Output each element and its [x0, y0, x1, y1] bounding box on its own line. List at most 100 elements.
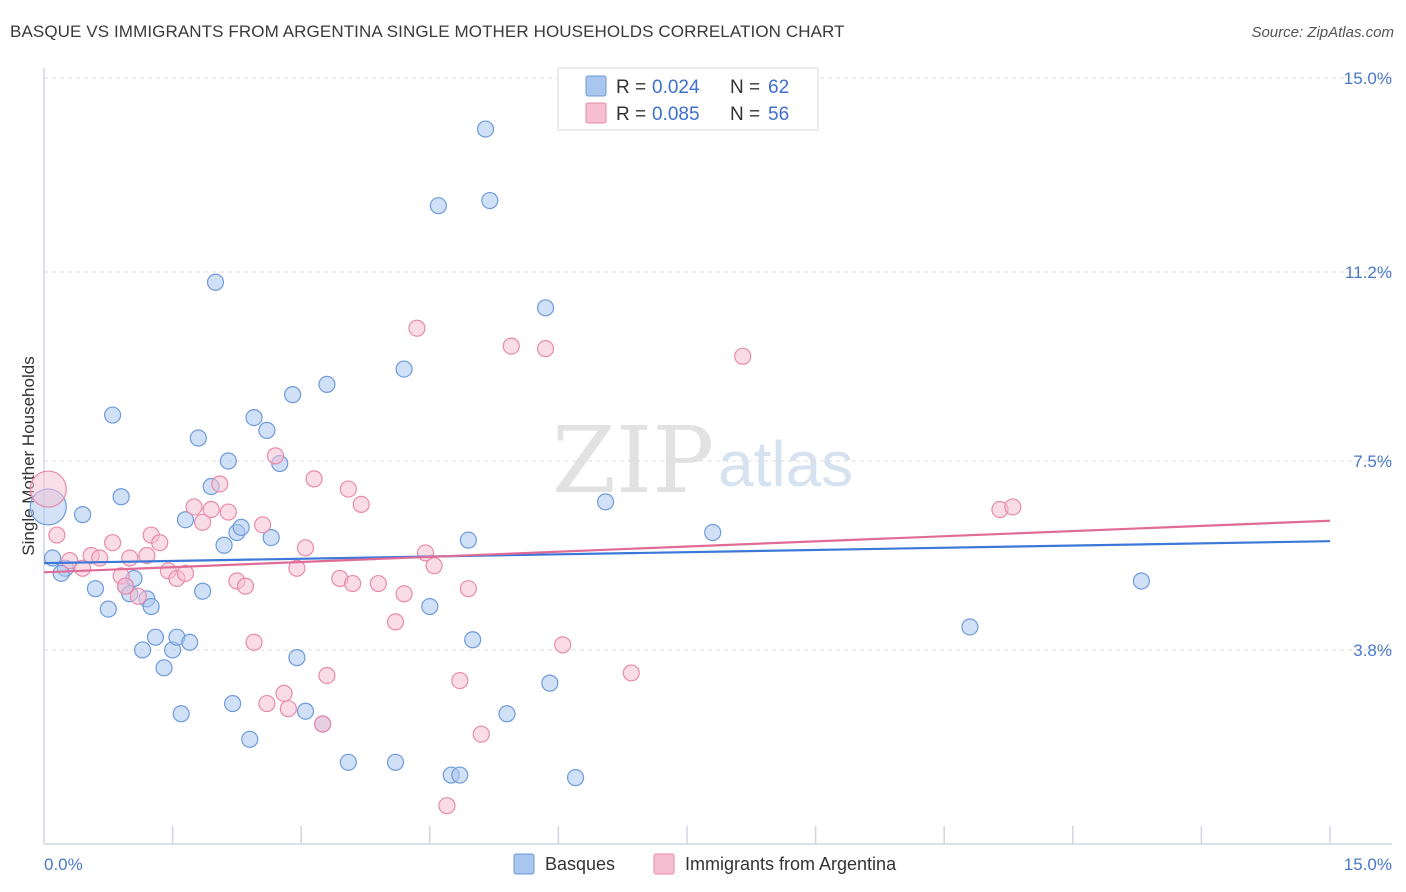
argentina-point: [502, 337, 520, 355]
basques-point: [181, 633, 199, 651]
argentina-point: [194, 513, 212, 531]
basques-point: [596, 493, 615, 511]
argentina-point: [305, 470, 323, 488]
basques-point: [258, 421, 276, 439]
basques-point: [318, 375, 336, 393]
argentina-point: [408, 319, 426, 337]
legend-swatch-basques: [585, 75, 607, 97]
basques-point: [224, 694, 242, 713]
y-tick-label-2: 11.2%: [1345, 263, 1392, 282]
series-argentina-points: [29, 319, 1022, 815]
argentina-point: [314, 715, 332, 733]
argentina-point: [425, 557, 443, 575]
legend-r-value-basques: 0.024: [652, 77, 700, 98]
x-tick-label-min: 0.0%: [44, 855, 83, 874]
bottom-legend-label-basques: Basques: [545, 854, 615, 874]
argentina-point: [254, 516, 272, 534]
basques-point: [429, 197, 447, 215]
basques-point: [206, 273, 225, 291]
basques-point: [172, 705, 190, 723]
basques-point: [536, 299, 555, 317]
argentina-point: [296, 539, 315, 557]
y-tick-label-1: 7.5%: [1353, 452, 1392, 471]
basques-point: [133, 641, 152, 659]
argentina-point: [121, 549, 139, 567]
basques-point: [215, 536, 233, 554]
argentina-point: [339, 480, 357, 498]
basques-point: [961, 618, 979, 636]
argentina-point: [211, 475, 229, 493]
argentina-point: [236, 577, 255, 595]
x-axis-ticks: [171, 826, 1331, 844]
chart-title: BASQUE VS IMMIGRANTS FROM ARGENTINA SING…: [10, 22, 845, 41]
series-basques-points: [29, 120, 1150, 787]
argentina-point: [275, 684, 293, 702]
argentina-point: [622, 664, 640, 682]
argentina-point: [536, 340, 555, 358]
argentina-point: [176, 564, 195, 582]
basques-point: [476, 120, 495, 138]
argentina-point: [472, 725, 490, 743]
legend-r-value-argentina: 0.085: [652, 104, 700, 125]
argentina-point: [129, 587, 147, 605]
argentina-point: [61, 551, 79, 570]
basques-point: [704, 523, 722, 542]
basques-point: [386, 753, 405, 771]
basques-point: [262, 528, 280, 547]
basques-point: [451, 766, 469, 784]
argentina-point: [386, 613, 405, 631]
argentina-point: [1004, 498, 1022, 516]
basques-point: [99, 600, 117, 618]
argentina-point: [734, 347, 752, 365]
basques-point: [155, 659, 173, 677]
basques-point: [232, 518, 250, 536]
basques-point: [189, 429, 207, 447]
basques-point: [142, 597, 160, 616]
series-legend: Basques Immigrants from Argentina: [513, 853, 897, 875]
argentina-point: [451, 671, 469, 690]
x-tick-label-max: 15.0%: [1344, 855, 1392, 874]
bottom-legend-swatch-argentina: [653, 853, 675, 875]
argentina-point: [91, 549, 109, 567]
argentina-point: [185, 498, 203, 516]
basques-point: [284, 386, 302, 404]
basques-point: [52, 564, 70, 582]
argentina-point: [395, 585, 413, 603]
basques-point: [176, 511, 195, 529]
argentina-point: [48, 526, 66, 544]
argentina-point: [438, 797, 456, 815]
argentina-point: [318, 666, 336, 685]
argentina-point: [103, 534, 122, 552]
argentina-point: [279, 700, 297, 718]
source-label: Source: ZipAtlas.com: [1251, 24, 1394, 41]
basques-point: [339, 753, 357, 771]
basques-point: [241, 730, 259, 748]
argentina-trend-line: [43, 519, 1331, 574]
basques-point: [146, 628, 165, 646]
argentina-point: [151, 534, 169, 552]
basques-point: [481, 191, 499, 210]
argentina-point: [202, 500, 220, 519]
basques-point: [541, 674, 559, 692]
bottom-legend-swatch-basques: [513, 853, 535, 875]
argentina-point: [288, 559, 306, 577]
argentina-point: [266, 447, 285, 465]
basques-point: [194, 582, 212, 600]
correlation-legend: R = 0.024 N = 62 R = 0.085 N = 56: [557, 67, 819, 131]
basques-point: [103, 406, 122, 424]
argentina-point: [344, 574, 362, 593]
legend-swatch-argentina: [585, 102, 607, 124]
legend-r-label-basques: R =: [616, 77, 646, 98]
legend-n-label-argentina: N =: [730, 104, 760, 125]
basques-point: [73, 506, 92, 524]
argentina-point: [369, 574, 387, 593]
basques-point: [566, 769, 585, 787]
watermark-zip: ZIP: [552, 407, 714, 514]
argentina-point: [219, 503, 237, 521]
y-tick-label-0: 3.8%: [1353, 641, 1392, 660]
basques-point: [421, 597, 439, 616]
y-tick-labels: 3.8% 7.5% 11.2% 15.0%: [1344, 69, 1392, 660]
basques-point: [296, 702, 315, 720]
argentina-point: [29, 470, 67, 508]
